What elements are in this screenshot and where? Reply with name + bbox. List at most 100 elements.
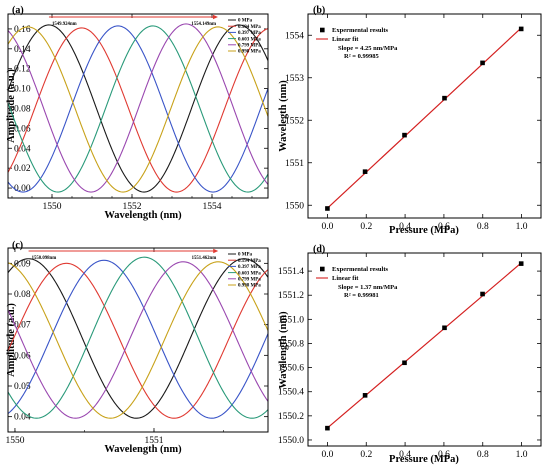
legend-item-a: 0.998 MPa: [238, 50, 261, 55]
legend-line-label-d: Linear fit: [332, 275, 359, 282]
data-point-b: [480, 60, 485, 66]
fit-line-d: [327, 262, 522, 429]
chart-c: (c) Wavelength (nm) Amplitude (a.u.) 1550 15…: [5, 240, 269, 455]
data-point-b: [402, 132, 407, 138]
y-tick-label-a: 0.12: [14, 65, 31, 75]
x-tick-label-a: 1550: [43, 202, 62, 212]
legend-item-a: 0.194 MPa: [238, 25, 261, 30]
data-point-d: [480, 291, 485, 297]
series-line-c: [8, 258, 268, 419]
start-peak-label-c: 1550.098nm: [32, 256, 57, 261]
x-tick-label-c: 1551: [144, 436, 163, 446]
y-tick-label-a: 0.02: [14, 164, 31, 174]
y-tick-label-b: 1552: [285, 116, 304, 126]
legend-item-c: 0 MPa: [238, 253, 253, 258]
y-axis-title-a: Amplitude (a.u.): [6, 69, 17, 143]
series-line-a: [8, 23, 268, 193]
end-peak-label-c: 1551.462nm: [192, 256, 217, 261]
series-line-c: [8, 261, 268, 419]
legend-item-a: 0.397 MPa: [238, 31, 261, 36]
series-line-c: [8, 262, 268, 419]
y-tick-label-a: 0.00: [14, 184, 31, 194]
series-line-c: [8, 261, 268, 419]
data-point-d: [402, 360, 407, 366]
series-line-a: [8, 26, 268, 193]
x-tick-label-b: 0.2: [360, 222, 372, 232]
data-point-d: [518, 261, 524, 266]
panel-label-b: (b): [313, 5, 325, 16]
series-line-a: [8, 27, 268, 193]
r2-annotation-b: R² = 0.99985: [344, 53, 379, 60]
legend-item-a: 0.603 MPa: [238, 37, 261, 42]
x-tick-label-a: 1552: [123, 202, 142, 212]
y-tick-label-a: 0.06: [14, 124, 31, 134]
legend-point-swatch-d: [320, 266, 325, 272]
panel-label-c: (c): [12, 240, 23, 251]
shift-arrow-head-c: [213, 248, 219, 254]
data-point-d: [362, 393, 368, 398]
y-tick-label-a: 0.04: [14, 144, 31, 154]
chart-b: (b) Pressure (MPa) Wavelegth (nm) 0.0 0.2 0.4…: [278, 5, 542, 236]
y-tick-label-b: 1553: [285, 74, 304, 84]
series-line-a: [8, 25, 268, 193]
y-tick-label-d: 1550.6: [278, 364, 304, 374]
series-line-c: [8, 256, 268, 419]
x-tick-label-c: 1550: [5, 436, 24, 446]
x-axis-title-a: Wavelength (nm): [104, 210, 182, 221]
legend-item-a: 0.799 MPa: [238, 44, 261, 49]
legend-item-c: 0.799 MPa: [238, 278, 261, 283]
x-tick-label-d: 0.6: [438, 450, 450, 460]
data-point-d: [325, 425, 330, 431]
series-line-a: [8, 24, 268, 193]
y-tick-label-a: 0.16: [14, 25, 31, 35]
y-tick-label-c: 0.05: [14, 382, 31, 392]
x-axis-title-d: Pressure (MPa): [389, 454, 459, 465]
x-tick-label-b: 0.4: [399, 222, 411, 232]
legend-item-c: 0.397 MPa: [238, 265, 261, 270]
x-tick-label-d: 0.8: [477, 450, 489, 460]
y-tick-label-c: 0.08: [14, 290, 31, 300]
series-line-c: [8, 259, 268, 419]
y-tick-label-d: 1550.8: [278, 339, 304, 349]
x-axis-title-c: Wavelength (nm): [104, 444, 182, 455]
plot-area-c: [8, 256, 268, 419]
plot-frame-a: [7, 13, 269, 199]
chart-d: (d) Pressure (MPa) Wavelength (nm) 0.0 0.2 0.…: [278, 244, 542, 465]
y-tick-label-d: 1551.0: [278, 315, 304, 325]
x-tick-label-b: 1.0: [516, 222, 528, 232]
y-tick-label-a: 0.08: [14, 104, 31, 114]
y-tick-label-d: 1550.0: [278, 436, 304, 446]
y-tick-label-c: 0.09: [14, 259, 31, 269]
y-tick-label-d: 1550.4: [278, 388, 304, 398]
x-tick-label-b: 0.0: [321, 222, 333, 232]
series-line-a: [8, 25, 268, 193]
panel-label-a: (a): [12, 5, 24, 16]
legend-item-c: 0.998 MPa: [238, 284, 261, 289]
x-axis-title-b: Pressure (MPa): [389, 225, 459, 236]
x-tick-label-d: 0.2: [360, 450, 372, 460]
x-tick-label-b: 0.8: [477, 222, 489, 232]
y-tick-label-a: 0.10: [14, 85, 31, 95]
panel-label-d: (d): [313, 244, 325, 255]
y-axis-title-b: Wavelegth (nm): [278, 80, 289, 152]
data-point-b: [362, 169, 368, 174]
y-tick-label-c: 0.07: [14, 321, 31, 331]
plot-area-a: [8, 23, 268, 193]
y-tick-label-d: 1551.4: [278, 267, 304, 277]
r2-annotation-d: R² = 0.99981: [344, 292, 379, 299]
legend-line-label-b: Linear fit: [332, 36, 359, 43]
plot-frame-c: [7, 247, 269, 433]
data-point-d: [442, 325, 447, 331]
y-axis-title-d: Wavelength (nm): [278, 311, 289, 389]
plot-frame-d: [307, 252, 542, 447]
x-tick-label-d: 1.0: [516, 450, 528, 460]
x-tick-label-d: 0.0: [321, 450, 333, 460]
y-tick-label-b: 1554: [285, 31, 304, 41]
y-tick-label-d: 1551.2: [278, 291, 304, 301]
y-tick-label-d: 1550.2: [278, 412, 304, 422]
fit-line-b: [327, 27, 522, 209]
data-point-b: [325, 206, 330, 211]
y-tick-label-c: 0.06: [14, 351, 31, 361]
legend-points-label-d: Expermental results: [332, 266, 388, 273]
